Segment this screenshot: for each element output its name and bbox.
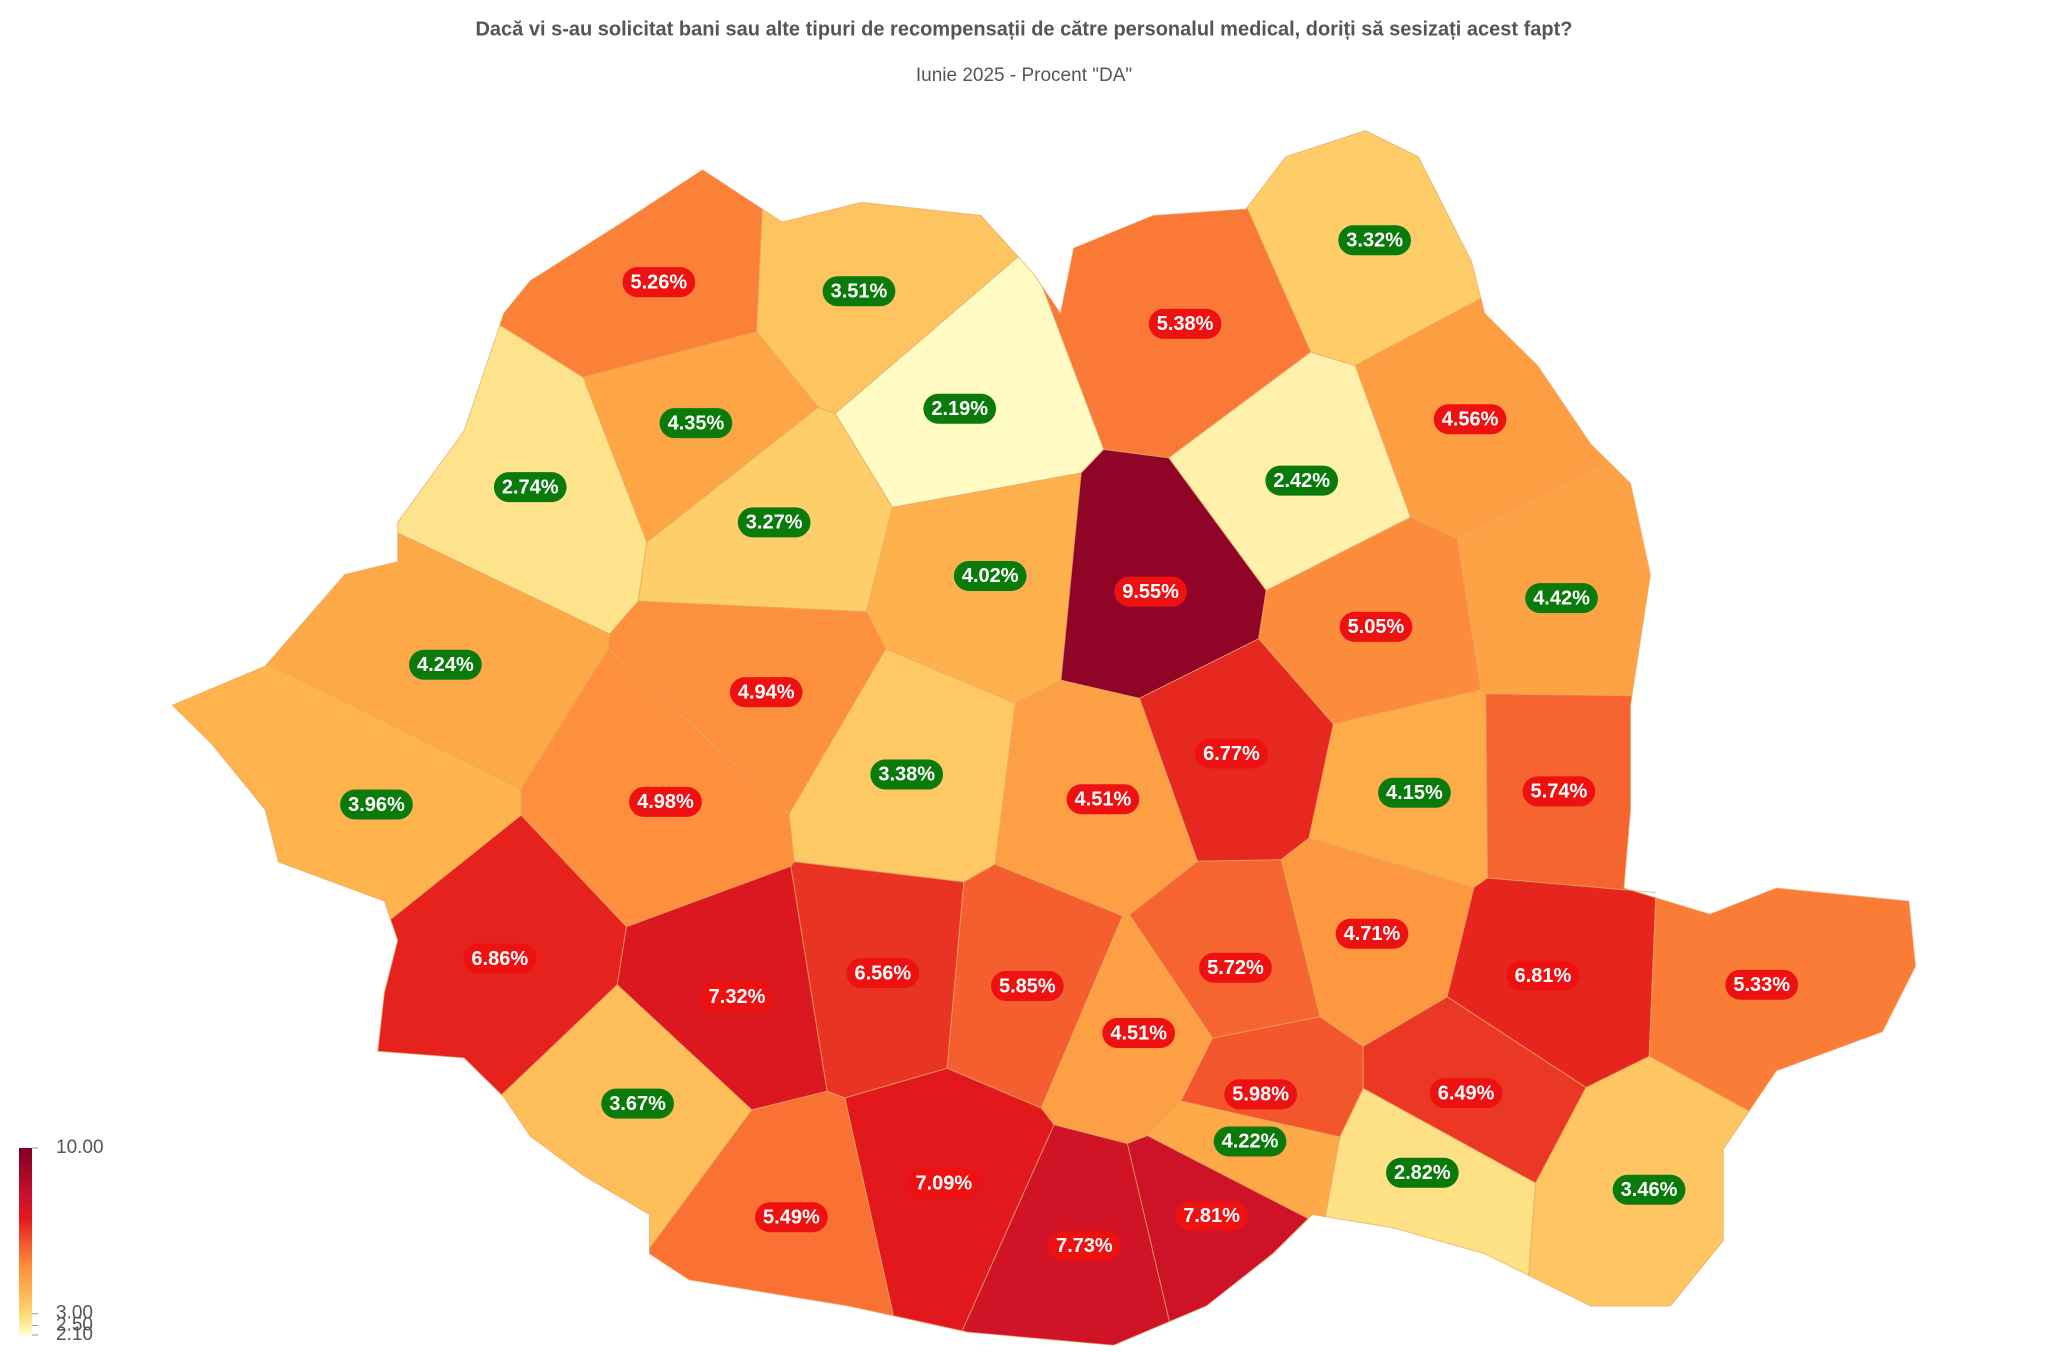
value-label: 2.19%: [931, 398, 988, 420]
label-pill: [729, 677, 803, 708]
label-pill: [907, 1168, 981, 1199]
colorbar-tick-label: 10.00: [56, 1137, 104, 1158]
label-pill: [463, 943, 537, 974]
label-pill: [1725, 969, 1799, 1000]
chart-title: Dacă vi s-au solicitat bani sau alte tip…: [475, 18, 1572, 40]
value-label: 5.72%: [1207, 957, 1264, 979]
label-pill: [1265, 465, 1339, 496]
value-label: 4.51%: [1075, 789, 1132, 811]
colorbar-tick-label: 2.10: [56, 1324, 93, 1345]
value-label: 3.51%: [831, 281, 888, 303]
color-legend: 10.00 3.002.502.10: [19, 1137, 104, 1345]
value-label: 5.26%: [630, 271, 687, 293]
value-label: 7.32%: [709, 986, 766, 1008]
label-pill: [1522, 776, 1596, 807]
value-label: 2.42%: [1273, 470, 1330, 492]
label-pill: [1429, 1078, 1503, 1109]
label-pill: [1195, 738, 1268, 769]
label-pill: [493, 472, 567, 503]
value-label: 3.96%: [348, 794, 405, 816]
value-label: 4.56%: [1442, 409, 1499, 431]
label-pill: [629, 786, 702, 817]
value-label: 3.27%: [746, 512, 803, 534]
label-pill: [953, 560, 1027, 591]
value-label: 5.98%: [1232, 1084, 1289, 1106]
label-pill: [1612, 1174, 1686, 1205]
value-label: 6.49%: [1438, 1082, 1495, 1104]
value-label: 5.05%: [1348, 616, 1405, 638]
labels: 5.26% 3.51% 3.32% 5.38% 2.19% 4.35% 4.56% 2.74%…: [340, 225, 1799, 1261]
chart-subtitle: Iunie 2025 - Procent "DA": [916, 65, 1132, 86]
value-label: 3.32%: [1346, 230, 1403, 252]
label-pill: [700, 981, 774, 1012]
value-label: 5.74%: [1531, 781, 1588, 803]
label-pill: [1378, 777, 1451, 808]
label-pill: [1335, 918, 1409, 949]
label-pill: [601, 1088, 674, 1119]
value-label: 4.35%: [668, 412, 725, 434]
value-label: 2.74%: [502, 476, 559, 498]
label-pill: [1506, 960, 1580, 991]
label-pill: [846, 957, 920, 988]
label-pill: [1433, 404, 1507, 435]
label-pill: [659, 408, 733, 439]
value-label: 3.46%: [1621, 1179, 1678, 1201]
label-pill: [1175, 1200, 1248, 1231]
label-pill: [1148, 308, 1222, 339]
label-pill: [737, 507, 811, 538]
label-pill: [1047, 1230, 1121, 1261]
value-label: 5.85%: [999, 975, 1056, 997]
colorbar-tick-label: 2.50: [56, 1315, 93, 1336]
value-label: 4.71%: [1344, 923, 1401, 945]
label-pill: [990, 971, 1064, 1002]
value-label: 5.33%: [1733, 974, 1790, 996]
value-label: 6.77%: [1203, 743, 1260, 765]
label-pill: [1213, 1126, 1287, 1157]
label-pill: [340, 789, 413, 820]
colorbar-tick-label: 3.00: [56, 1303, 93, 1324]
label-pill: [1525, 583, 1598, 614]
value-label: 4.02%: [962, 565, 1019, 587]
value-label: 7.73%: [1056, 1235, 1113, 1257]
label-pill: [622, 267, 696, 298]
value-label: 5.49%: [763, 1206, 820, 1228]
value-label: 9.55%: [1122, 581, 1179, 603]
label-pill: [1386, 1157, 1459, 1188]
colorbar: [19, 1148, 32, 1335]
value-label: 7.81%: [1183, 1205, 1240, 1227]
regions: [171, 130, 1917, 1346]
label-pill: [1338, 225, 1412, 256]
value-label: 2.82%: [1394, 1162, 1451, 1184]
label-pill: [1339, 611, 1413, 642]
label-pill: [1199, 952, 1272, 983]
value-label: 3.38%: [878, 764, 935, 786]
value-label: 3.67%: [609, 1093, 666, 1115]
value-label: 7.09%: [915, 1173, 972, 1195]
value-label: 4.24%: [417, 654, 474, 676]
value-label: 4.22%: [1222, 1131, 1279, 1153]
label-pill: [822, 276, 896, 307]
value-label: 5.38%: [1157, 313, 1214, 335]
label-pill: [1066, 784, 1140, 815]
label-pill: [1224, 1079, 1298, 1110]
label-pill: [409, 649, 482, 680]
label-pill: [755, 1202, 828, 1233]
value-label: 4.94%: [738, 681, 795, 703]
label-pill: [870, 759, 944, 790]
value-label: 4.98%: [637, 791, 694, 813]
label-pill: [923, 393, 997, 424]
value-label: 6.86%: [471, 948, 528, 970]
value-label: 4.15%: [1386, 782, 1443, 804]
label-pill: [1102, 1018, 1176, 1049]
value-label: 6.56%: [854, 962, 911, 984]
value-label: 6.81%: [1515, 965, 1572, 987]
label-pill: [1114, 576, 1187, 607]
value-label: 4.51%: [1110, 1022, 1167, 1044]
value-label: 4.42%: [1533, 587, 1590, 609]
